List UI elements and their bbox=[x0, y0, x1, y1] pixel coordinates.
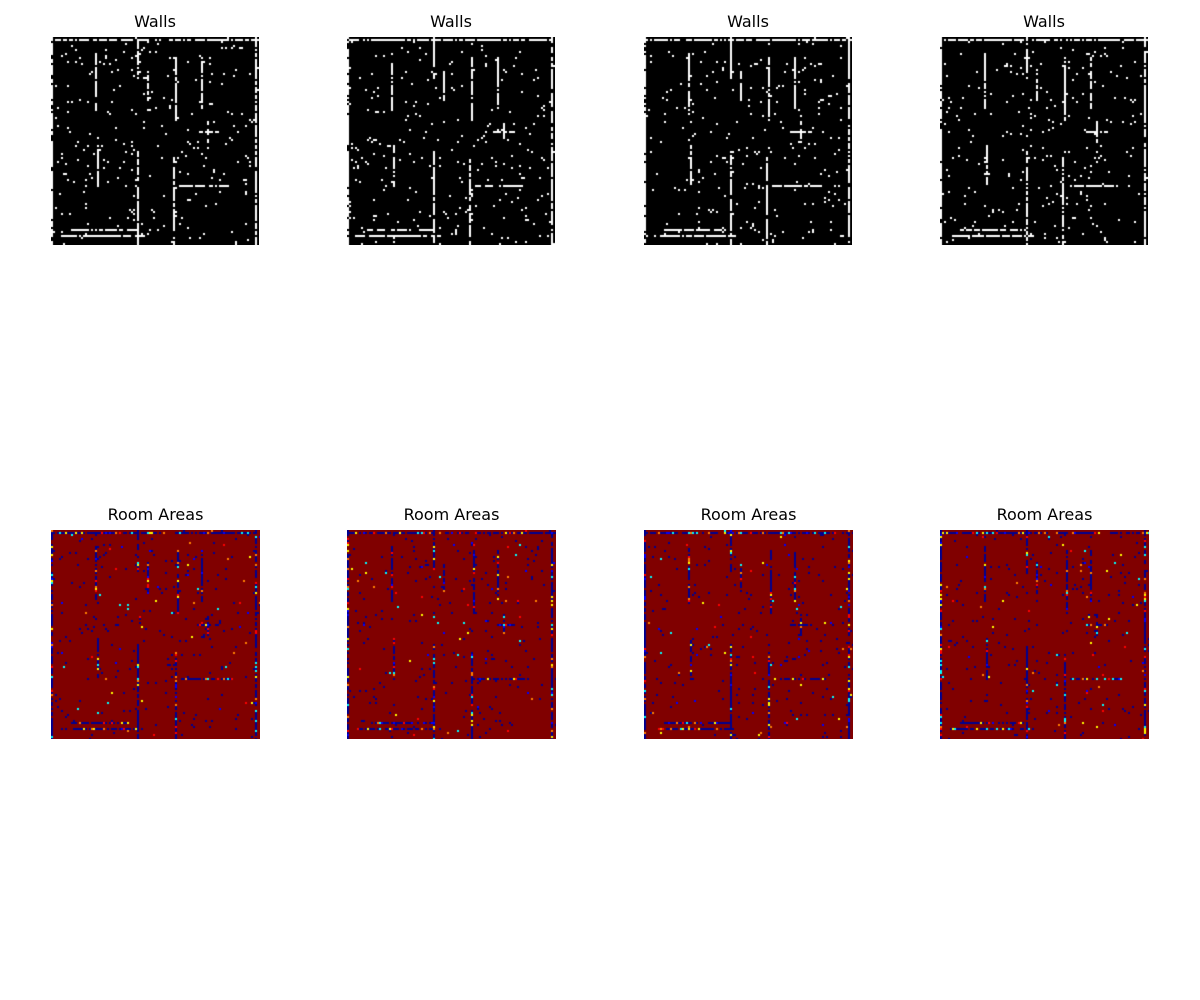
walls-panel-2: Walls bbox=[347, 12, 555, 246]
walls-panel-3: Walls bbox=[644, 12, 852, 246]
panel-title: Walls bbox=[430, 12, 472, 31]
room-areas-image bbox=[347, 530, 556, 739]
room-areas-panel-1: Room Areas bbox=[51, 505, 260, 740]
panel-title: Room Areas bbox=[107, 505, 204, 524]
room-areas-panel-3: Room Areas bbox=[644, 505, 853, 740]
panel-title: Walls bbox=[134, 12, 176, 31]
panel-title: Room Areas bbox=[996, 505, 1093, 524]
walls-image bbox=[51, 37, 259, 245]
room-areas-image bbox=[940, 530, 1149, 739]
walls-panel-1: Walls bbox=[51, 12, 259, 246]
room-areas-panel-2: Room Areas bbox=[347, 505, 556, 740]
room-areas-image bbox=[644, 530, 853, 739]
walls-image bbox=[940, 37, 1148, 245]
panel-title: Walls bbox=[1023, 12, 1065, 31]
walls-image bbox=[644, 37, 852, 245]
walls-image bbox=[347, 37, 555, 245]
panel-title: Room Areas bbox=[403, 505, 500, 524]
walls-panel-4: Walls bbox=[940, 12, 1148, 246]
panel-title: Room Areas bbox=[700, 505, 797, 524]
room-areas-panel-4: Room Areas bbox=[940, 505, 1149, 740]
panel-title: Walls bbox=[727, 12, 769, 31]
room-areas-image bbox=[51, 530, 260, 739]
